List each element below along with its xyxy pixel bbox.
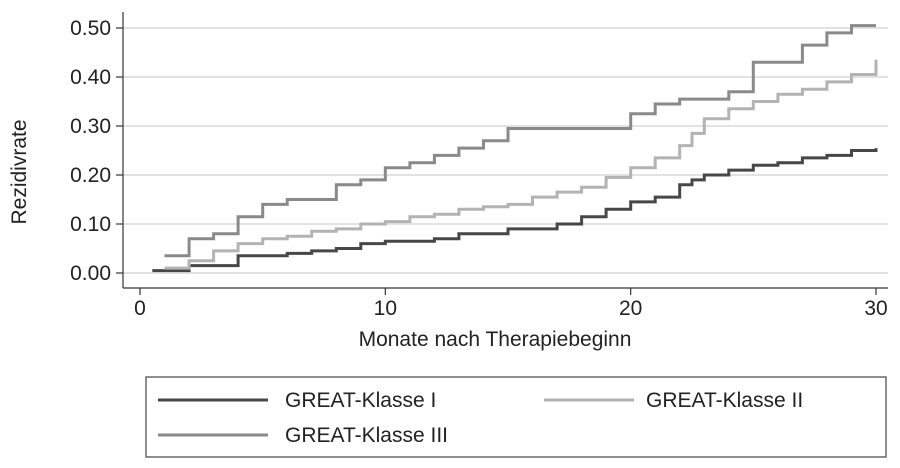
y-tick-label: 0.50 [70, 17, 111, 40]
legend-label-great-klasse-iii: GREAT-Klasse III [285, 424, 448, 447]
grid-lines [123, 27, 888, 274]
y-tick-label: 0.00 [70, 262, 111, 285]
legend-box [145, 376, 887, 458]
y-tick-label: 0.20 [70, 164, 111, 187]
x-tick-label: 20 [619, 297, 642, 320]
x-axis-label: Monate nach Therapiebeginn [359, 328, 632, 351]
y-tick-label: 0.10 [70, 213, 111, 236]
x-tick-label: 30 [864, 297, 887, 320]
legend-label-great-klasse-ii: GREAT-Klasse II [646, 389, 803, 412]
x-tick-label: 10 [374, 297, 397, 320]
legend: GREAT-Klasse I GREAT-Klasse II GREAT-Kla… [145, 376, 887, 458]
series-lines [152, 24, 878, 273]
y-axis-label: Rezidivrate [8, 119, 31, 224]
axes: 0.00 0.10 0.20 0.30 0.40 0.50 0 10 20 30 [70, 12, 888, 320]
y-tick-label: 0.30 [70, 115, 111, 138]
series-line-great-klasse-i [152, 148, 878, 273]
series-line-great-klasse-iii [164, 24, 876, 258]
y-tick-label: 0.40 [70, 66, 111, 89]
series-line-great-klasse-ii [164, 59, 878, 270]
x-tick-label: 0 [134, 297, 146, 320]
legend-label-great-klasse-i: GREAT-Klasse I [285, 389, 436, 412]
axis-labels: Monate nach Therapiebeginn Rezidivrate [8, 119, 631, 351]
